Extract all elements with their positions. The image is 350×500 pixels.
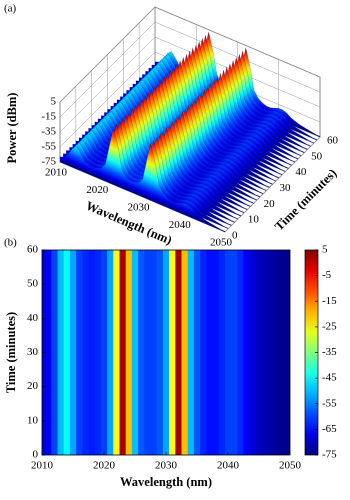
heatmap-column: [231, 250, 238, 455]
heatmap-column: [249, 250, 257, 455]
grid-line: [154, 21, 321, 93]
y-tick-label: 10: [27, 414, 39, 426]
z-tick-label: 5: [51, 96, 57, 108]
heatmap-column: [218, 250, 226, 455]
heatmap-column: [243, 250, 251, 455]
y-tick-label: 50: [27, 278, 39, 290]
colorbar-tick-label: -75: [322, 449, 337, 461]
y-tick-label: 20: [27, 380, 39, 392]
z-tick-label: -55: [41, 141, 56, 153]
heatmap-column: [200, 250, 207, 455]
heatmap-column: [262, 250, 269, 455]
heatmap-column: [156, 250, 164, 455]
heatmap-column: [286, 250, 290, 455]
y-tick-label: 20: [264, 198, 276, 210]
x-tick-label: 2050: [210, 237, 233, 249]
colorbar-tick-label: -5: [322, 269, 332, 281]
heatmap-column: [94, 250, 102, 455]
colorbar-tick-label: -25: [322, 320, 337, 332]
heatmap-column: [88, 250, 96, 455]
heatmap-column: [144, 250, 151, 455]
y-tick-label: 30: [27, 346, 39, 358]
heatmap-column: [57, 250, 65, 455]
colorbar-tick-label: 5: [322, 244, 328, 256]
heatmap-column: [113, 250, 120, 455]
y-tick-label: 60: [327, 135, 339, 147]
x-tick-label: 2040: [217, 460, 240, 472]
heatmap-column: [131, 250, 139, 455]
colorbar-tick-label: -35: [322, 346, 337, 358]
grid-line: [59, 51, 156, 148]
heatmap-cells: [42, 250, 290, 455]
heatmap-column: [193, 250, 201, 455]
colorbar-tick-label: -55: [322, 397, 337, 409]
heatmap-column: [255, 250, 263, 455]
heatmap-column: [181, 250, 189, 455]
heatmap-column: [274, 250, 282, 455]
heatmap-column: [125, 250, 133, 455]
z-tick-label: -35: [41, 126, 56, 138]
spectrum-slice: [59, 126, 226, 233]
x-tick-label: 2010: [31, 460, 54, 472]
panel-label: (b): [4, 237, 17, 249]
z-axis-title: Power (dBm): [5, 93, 19, 164]
y-axis-title: Time (minutes): [4, 312, 18, 393]
heatmap-column: [82, 250, 89, 455]
heatmap-column: [63, 250, 71, 455]
heatmap-column: [175, 250, 182, 455]
heatmap-column: [76, 250, 83, 455]
z-tick-label: -75: [41, 156, 56, 168]
x-tick-label: 2020: [93, 460, 116, 472]
y-tick-label: 40: [27, 312, 39, 324]
x-tick-label: 2050: [279, 460, 302, 472]
y-tick-label: 0: [33, 449, 39, 461]
heatmap-column: [51, 250, 58, 455]
heatmap-column: [237, 250, 244, 455]
heatmap-column: [150, 250, 158, 455]
y-tick-label: 40: [295, 166, 307, 178]
x-tick-label: 2020: [86, 184, 109, 196]
grid-line: [59, 6, 156, 103]
heatmap-column: [45, 250, 52, 455]
x-tick-label: 2030: [155, 460, 178, 472]
heatmap-column: [100, 250, 108, 455]
x-tick-label: 2010: [45, 167, 68, 179]
x-tick-label: 2040: [169, 219, 192, 231]
z-tick-label: -15: [41, 111, 56, 123]
colorbar-tick-label: -15: [322, 295, 337, 307]
grid-line: [59, 21, 156, 118]
x-axis-title: Wavelength (nm): [120, 475, 212, 489]
heatmap-column: [162, 250, 170, 455]
y-tick-label: 50: [311, 150, 323, 162]
y-tick-label: 0: [232, 230, 238, 242]
heatmap-column: [187, 250, 195, 455]
panel-label: (a): [4, 3, 17, 15]
grid-line: [59, 36, 156, 133]
x-tick-label: 2030: [128, 202, 151, 214]
heatmap-column: [169, 250, 176, 455]
heatmap-column: [206, 250, 213, 455]
colorbar-tick-label: -45: [322, 372, 337, 384]
y-tick-label: 10: [248, 214, 259, 226]
y-tick-label: 60: [27, 244, 39, 256]
heatmap-column: [107, 250, 114, 455]
heatmap-column: [69, 250, 77, 455]
grid-line: [154, 6, 321, 78]
heatmap-column: [138, 250, 145, 455]
heatmap-column: [119, 250, 127, 455]
heatmap-column: [280, 250, 288, 455]
heatmap-column: [212, 250, 220, 455]
colorbar-tick-label: -65: [322, 423, 337, 435]
heatmap-column: [224, 250, 232, 455]
y-tick-label: 30: [280, 182, 292, 194]
heatmap-column: [268, 250, 275, 455]
